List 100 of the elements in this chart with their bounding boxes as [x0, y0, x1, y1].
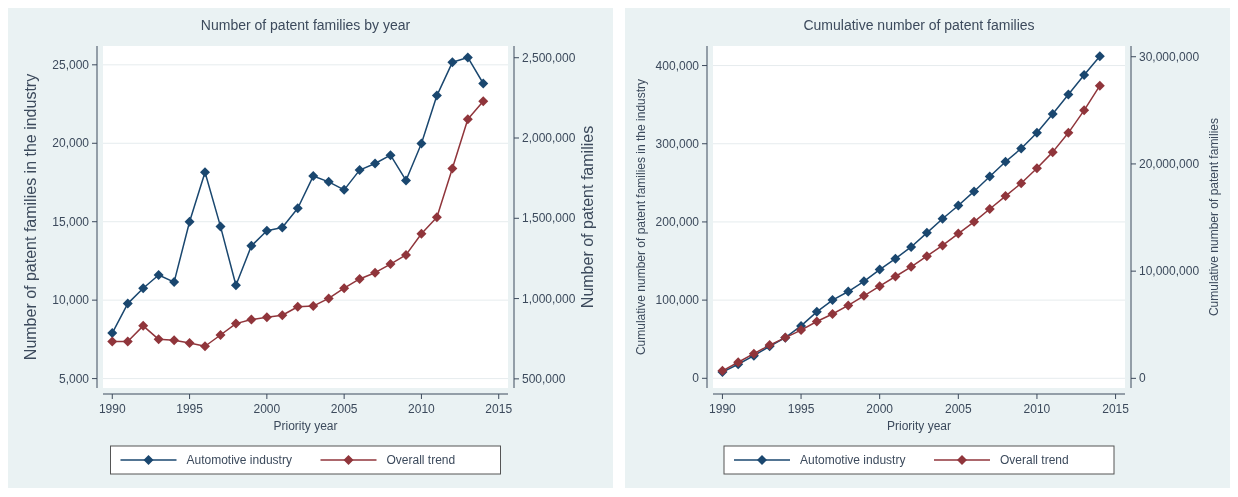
- point: [385, 150, 396, 161]
- point: [400, 175, 411, 186]
- y2-tick-label: 1,000,000: [522, 291, 576, 306]
- point: [811, 316, 822, 327]
- y-tick-label: 5,000: [58, 371, 90, 386]
- point: [953, 200, 964, 211]
- x-tick-label: 2005: [330, 402, 358, 416]
- point: [858, 276, 869, 287]
- chart-title: Cumulative number of patent families: [803, 17, 1035, 33]
- y-tick-label: 200,000: [655, 214, 700, 229]
- point: [1016, 143, 1027, 154]
- y-tick-label: 400,000: [655, 58, 700, 73]
- point: [431, 212, 442, 223]
- y-tick-label: 300,000: [655, 136, 700, 151]
- point: [184, 216, 195, 227]
- point: [447, 57, 458, 68]
- y-tick-label: 20,000: [52, 136, 90, 151]
- chart-title: Number of patent families by year: [200, 17, 411, 33]
- point: [462, 52, 473, 63]
- point: [906, 261, 917, 272]
- point: [447, 163, 458, 174]
- point: [874, 264, 885, 275]
- point: [1063, 89, 1074, 100]
- x-axis-title: Priority year: [273, 419, 338, 433]
- x-tick-label: 2000: [866, 402, 894, 416]
- x-tick-label: 2000: [253, 402, 281, 416]
- point: [230, 280, 241, 291]
- y-axis-title: Cumulative number of patent families in the industry: [634, 78, 648, 356]
- point: [969, 186, 980, 197]
- point: [431, 90, 442, 101]
- point: [215, 221, 226, 232]
- legend-label: Overall trend: [1000, 453, 1069, 467]
- point: [138, 320, 149, 331]
- point: [478, 78, 489, 89]
- point: [370, 267, 381, 278]
- point: [1016, 178, 1027, 189]
- point: [308, 171, 319, 182]
- point: [1079, 105, 1090, 116]
- x-tick-label: 2015: [485, 402, 513, 416]
- point: [200, 167, 211, 178]
- y2-tick-label: 500,000: [522, 371, 566, 386]
- point: [246, 240, 257, 251]
- point: [937, 213, 948, 224]
- point: [138, 283, 149, 294]
- y2-axis-title: Number of patent families: [579, 125, 596, 309]
- point: [906, 241, 917, 252]
- point: [827, 309, 838, 320]
- point: [890, 253, 901, 264]
- y2-axis-title: Cumulative number of patent families: [1207, 117, 1221, 317]
- point: [400, 249, 411, 260]
- point: [921, 227, 932, 238]
- y-tick-label: 25,000: [52, 57, 90, 72]
- y2-tick-label: 1,500,000: [522, 211, 576, 226]
- point: [1031, 127, 1042, 138]
- point: [1047, 109, 1058, 120]
- point: [153, 334, 164, 345]
- y2-tick-label: 20,000,000: [1139, 156, 1200, 171]
- point: [215, 330, 226, 341]
- y2-tick-label: 2,000,000: [522, 131, 576, 145]
- x-tick-label: 2010: [408, 402, 436, 416]
- point: [169, 277, 180, 288]
- point: [969, 216, 980, 227]
- x-tick-label: 1995: [176, 402, 204, 416]
- point: [921, 251, 932, 262]
- point: [184, 338, 195, 349]
- legend-label: Automotive industry: [186, 453, 292, 467]
- y2-tick-label: 30,000,000: [1139, 49, 1200, 64]
- x-tick-label: 2005: [944, 402, 972, 416]
- y-tick-label: 0: [692, 371, 700, 386]
- point: [323, 176, 334, 187]
- point: [277, 310, 288, 321]
- point: [339, 283, 350, 294]
- y-tick-label: 100,000: [655, 293, 700, 308]
- point: [843, 300, 854, 311]
- y2-tick-label: 10,000,000: [1139, 264, 1200, 279]
- point: [308, 301, 319, 312]
- point: [292, 203, 303, 214]
- point: [1047, 147, 1058, 158]
- legend-label: Overall trend: [386, 453, 456, 467]
- point: [811, 306, 822, 317]
- point: [122, 298, 133, 309]
- point: [1031, 163, 1042, 174]
- point: [292, 301, 303, 312]
- y-tick-label: 15,000: [52, 214, 90, 229]
- point: [169, 335, 180, 346]
- point: [1094, 51, 1105, 62]
- x-tick-label: 1995: [787, 402, 815, 416]
- point: [354, 165, 365, 176]
- point: [1094, 80, 1105, 91]
- x-tick-label: 1990: [709, 402, 737, 416]
- point: [858, 290, 869, 301]
- point: [1000, 191, 1011, 202]
- point: [1079, 69, 1090, 80]
- point: [890, 271, 901, 282]
- point: [827, 295, 838, 306]
- point: [953, 228, 964, 239]
- point: [478, 96, 489, 107]
- point: [107, 336, 118, 347]
- point: [261, 312, 272, 323]
- point: [122, 336, 133, 347]
